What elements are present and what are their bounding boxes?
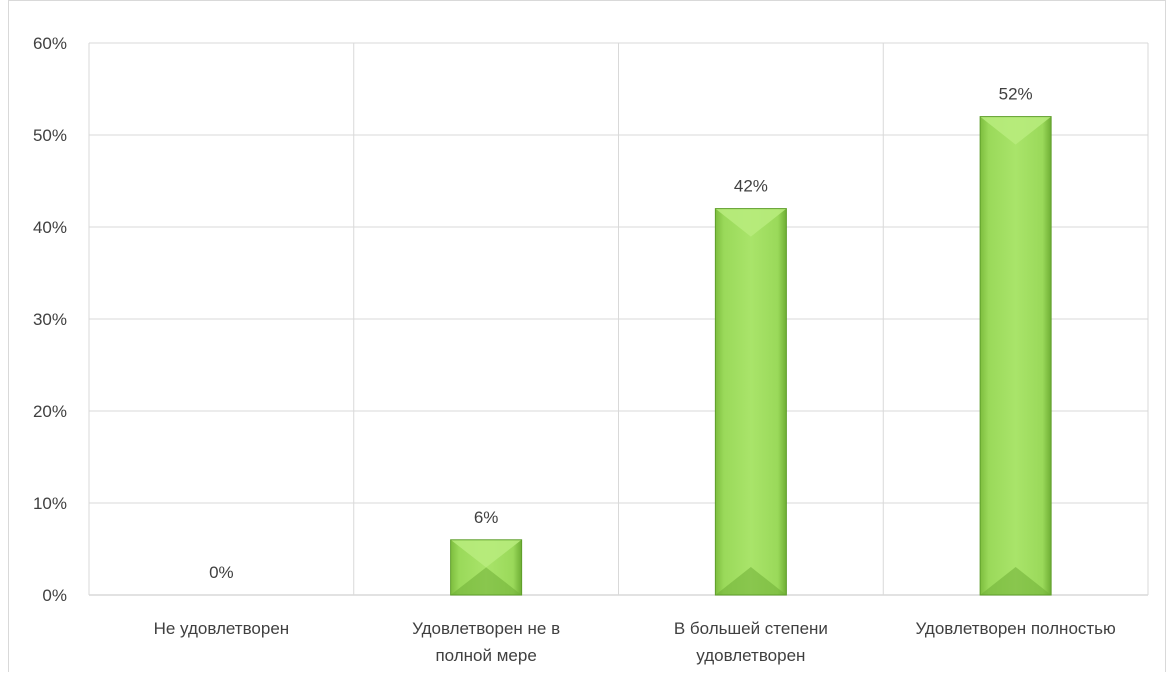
bar — [450, 539, 523, 596]
data-label: 6% — [474, 508, 499, 527]
x-tick-label: В большей степени — [674, 619, 828, 638]
bar-outline — [450, 539, 523, 596]
x-tick-label: Удовлетворен не в — [412, 619, 560, 638]
bar-bottom-bevel — [715, 567, 787, 595]
gridlines — [88, 42, 1149, 595]
x-tick-label: Удовлетворен полностью — [915, 619, 1116, 638]
bar-top-bevel — [980, 116, 1052, 145]
x-tick-label: удовлетворен — [696, 646, 805, 665]
bars — [450, 116, 1052, 596]
data-label: 52% — [999, 85, 1033, 104]
y-tick-label: 20% — [33, 402, 67, 421]
y-tick-label: 50% — [33, 126, 67, 145]
y-tick-label: 40% — [33, 218, 67, 237]
x-tick-label: полной мере — [435, 646, 536, 665]
bar-bottom-bevel — [450, 567, 522, 595]
bar-top-bevel — [450, 539, 522, 568]
bar-outline — [979, 116, 1052, 596]
y-tick-label: 0% — [42, 586, 67, 605]
bar-top-bevel — [715, 208, 787, 237]
bar-body — [715, 208, 787, 595]
bar-outline — [714, 208, 787, 596]
bar — [979, 116, 1052, 596]
y-tick-label: 30% — [33, 310, 67, 329]
chart-frame: 0% 10% 20% 30% 40% 50% 60% 0% Не удовлетворен 6% У… — [8, 0, 1166, 672]
labels: 0% 10% 20% 30% 40% 50% 60% 0% Не удовлетворен 6% У… — [33, 34, 1116, 665]
bar-bottom-bevel — [980, 567, 1052, 595]
bar — [714, 208, 787, 596]
data-label: 0% — [209, 563, 234, 582]
bar-body — [980, 116, 1052, 595]
data-label: 42% — [734, 177, 768, 196]
x-tick-label: Не удовлетворен — [154, 619, 290, 638]
y-tick-label: 10% — [33, 494, 67, 513]
y-tick-label: 60% — [33, 34, 67, 53]
